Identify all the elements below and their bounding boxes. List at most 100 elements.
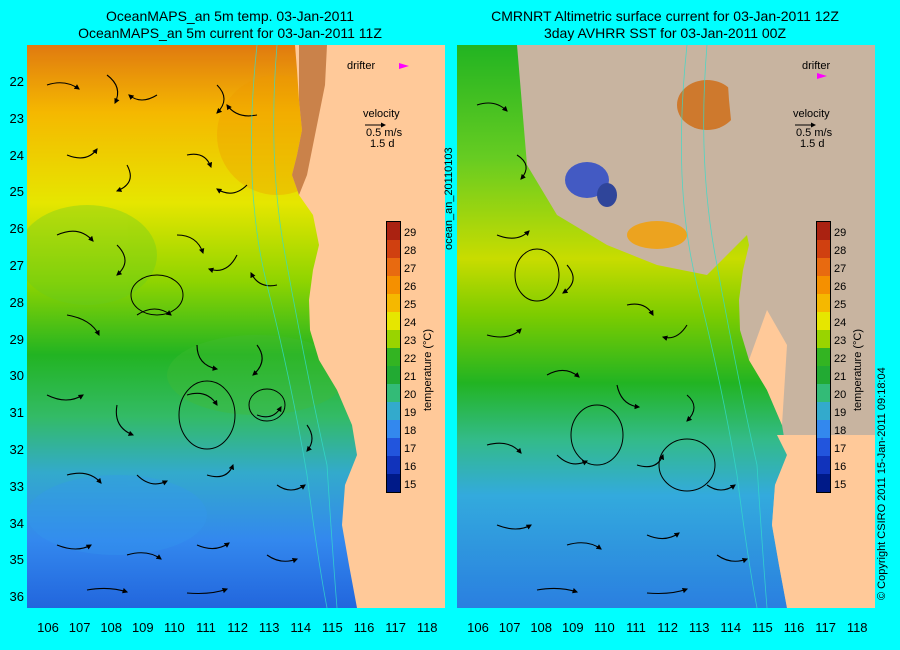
left-map-svg	[27, 45, 445, 608]
lat-tick-label: 28	[9, 294, 24, 310]
drifter-icon	[817, 73, 827, 79]
colorbar-tick-label: 20	[834, 389, 847, 401]
colorbar-tick-label: 28	[834, 245, 847, 257]
colorbar-segment	[387, 384, 400, 402]
drifter-label: drifter	[802, 60, 831, 72]
colorbar-tick-label: 19	[404, 407, 417, 419]
lon-tick-label-left: 115	[322, 620, 343, 635]
colorbar-tick-label: 23	[404, 335, 417, 347]
drifter-label: drifter	[347, 60, 376, 72]
colorbar-tick-label: 18	[834, 425, 847, 437]
colorbar-segment	[817, 276, 830, 294]
colorbar-segment	[387, 276, 400, 294]
colorbar-tick-label: 27	[404, 263, 417, 275]
lat-tick-label: 36	[9, 589, 24, 605]
left-legend	[365, 63, 409, 128]
drifter-icon	[399, 63, 409, 69]
lat-tick-label: 24	[9, 147, 24, 163]
lon-tick-label-left: 118	[416, 620, 438, 635]
lon-tick-label-right: 110	[594, 620, 615, 635]
land-mass-south	[772, 435, 875, 608]
lon-tick-label-left: 110	[164, 620, 185, 635]
colorbar-title: temperature (°C)	[852, 328, 864, 411]
colorbar-segment	[387, 312, 400, 330]
left-title: OceanMAPS_an 5m temp. 03-Jan-2011 OceanM…	[20, 8, 440, 42]
colorbar-tick-label: 22	[834, 353, 847, 365]
colorbar-tick-label: 16	[404, 461, 417, 473]
colorbar	[386, 221, 401, 493]
colorbar-tick-label: 21	[834, 371, 847, 383]
left-map-panel: drifter velocity 0.5 m/s 1.5 d	[27, 45, 445, 608]
colorbar-segment	[387, 474, 400, 492]
lat-tick-label: 23	[9, 110, 24, 126]
lon-tick-label-right: 114	[720, 620, 742, 635]
lat-tick-label: 35	[9, 552, 24, 568]
land-mass	[292, 45, 445, 608]
colorbar-tick-label: 27	[834, 263, 847, 275]
cold-patches	[565, 80, 737, 249]
lat-tick-label: 29	[9, 331, 24, 347]
colorbar-segment	[817, 474, 830, 492]
right-title: CMRNRT Altimetric surface current for 03…	[455, 8, 875, 42]
colorbar-tick-label: 19	[834, 407, 847, 419]
lon-tick-label-right: 108	[530, 620, 553, 635]
colorbar-tick-label: 22	[404, 353, 417, 365]
colorbar-segment	[817, 384, 830, 402]
colorbar-segment	[817, 312, 830, 330]
velocity-time: 1.5 d	[370, 138, 395, 150]
lon-tick-label-left: 116	[353, 620, 375, 635]
colorbar-segment	[387, 222, 400, 240]
lon-tick-label-right: 118	[846, 620, 868, 635]
current-vectors	[476, 102, 749, 595]
colorbar-tick-label: 20	[404, 389, 417, 401]
velocity-scale: 0.5 m/s	[796, 127, 833, 139]
colorbar-segment	[817, 330, 830, 348]
colorbar-segment	[817, 420, 830, 438]
velocity-scale: 0.5 m/s	[366, 127, 403, 139]
land-mass-clear	[749, 310, 787, 425]
lat-tick-label: 22	[9, 74, 24, 89]
colorbar-tick-label: 15	[834, 479, 847, 491]
velocity-time: 1.5 d	[800, 138, 825, 150]
colorbar-tick-label: 25	[404, 299, 417, 311]
colorbar-tick-label: 26	[834, 281, 847, 293]
colorbar-segment	[387, 420, 400, 438]
lon-tick-label-left: 107	[68, 620, 91, 635]
colorbar-segment	[817, 258, 830, 276]
colorbar-tick-label: 26	[404, 281, 417, 293]
lon-tick-label-right: 117	[815, 620, 836, 635]
colorbar-tick-label: 28	[404, 245, 417, 257]
lon-tick-label-right: 107	[498, 620, 521, 635]
coastal-warm-strip	[292, 45, 327, 195]
colorbar-segment	[387, 402, 400, 420]
colorbar-tick-label: 18	[404, 425, 417, 437]
colorbar-segment	[387, 240, 400, 258]
lon-tick-label-left: 112	[227, 620, 248, 635]
colorbar-tick-label: 24	[404, 317, 417, 329]
lon-tick-label-right: 106	[467, 620, 489, 635]
right-map-svg	[457, 45, 875, 608]
lon-tick-label-left: 111	[196, 620, 216, 635]
lat-tick-label: 32	[9, 442, 24, 457]
colorbar-segment	[817, 348, 830, 366]
colorbar-segment	[387, 438, 400, 456]
lon-tick-label-left: 106	[37, 620, 59, 635]
lat-tick-label: 26	[9, 221, 24, 237]
lat-tick-label: 27	[9, 258, 24, 273]
right-title-line1: CMRNRT Altimetric surface current for 03…	[491, 8, 839, 24]
colorbar-segment	[817, 438, 830, 456]
colorbar-segment	[387, 456, 400, 474]
colorbar-segment	[817, 402, 830, 420]
colorbar-tick-label: 16	[834, 461, 847, 473]
bathymetry-contours	[680, 45, 768, 608]
lon-tick-label-right: 109	[561, 620, 584, 635]
left-title-line2: OceanMAPS_an 5m current for 03-Jan-2011 …	[78, 25, 382, 41]
colorbar-segment	[817, 240, 830, 258]
right-title-line2: 3day AVHRR SST for 03-Jan-2011 00Z	[543, 25, 786, 41]
copyright-label: © Copyright CSIRO 2011 15-Jan-2011 09:18…	[876, 367, 888, 600]
colorbar-segment	[387, 366, 400, 384]
lon-tick-label-left: 113	[258, 620, 280, 635]
lat-tick-label: 30	[9, 368, 24, 384]
colorbar-tick-label: 15	[404, 479, 417, 491]
left-title-line1: OceanMAPS_an 5m temp. 03-Jan-2011	[106, 8, 354, 24]
